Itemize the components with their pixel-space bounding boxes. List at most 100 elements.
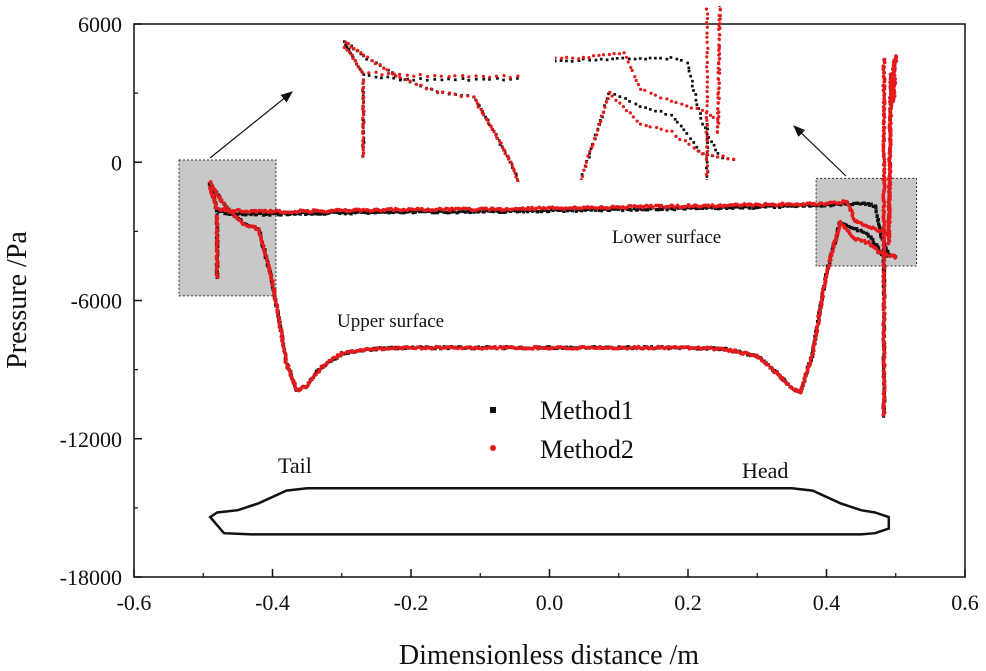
data-point — [261, 243, 266, 248]
data-point — [537, 233, 540, 236]
data-point — [439, 358, 442, 361]
data-point — [727, 205, 731, 210]
data-point — [275, 311, 280, 315]
data-point — [764, 205, 768, 209]
data-point — [489, 124, 493, 128]
data-point — [496, 61, 499, 64]
data-point — [881, 322, 886, 327]
data-point — [606, 78, 609, 81]
data-point — [881, 277, 886, 281]
data-point — [960, 75, 963, 78]
data-point — [361, 87, 365, 91]
data-point — [538, 237, 541, 240]
data-point — [307, 66, 310, 69]
data-point — [325, 64, 328, 67]
data-point — [42, 331, 45, 334]
data-point — [881, 128, 886, 133]
data-point — [705, 132, 709, 136]
data-point — [735, 205, 740, 209]
data-point — [565, 246, 568, 249]
data-point — [238, 211, 242, 215]
data-point — [761, 242, 764, 245]
data-point — [613, 92, 617, 96]
data-point — [881, 358, 886, 363]
data-point — [484, 392, 487, 395]
data-point — [338, 211, 342, 216]
data-point — [404, 341, 407, 344]
data-point — [919, 238, 922, 241]
data-point — [521, 192, 524, 195]
data-point — [564, 249, 567, 252]
data-point — [706, 248, 709, 251]
data-point — [467, 75, 471, 79]
data-point — [629, 208, 633, 212]
data-point — [802, 74, 805, 77]
data-point — [886, 241, 890, 246]
data-point — [694, 73, 697, 76]
data-point — [111, 67, 114, 70]
data-point — [607, 208, 612, 213]
data-point — [650, 259, 653, 262]
data-point — [706, 355, 709, 358]
data-point — [361, 207, 366, 212]
data-point — [865, 72, 868, 75]
data-point — [562, 275, 565, 278]
data-point — [495, 136, 499, 140]
data-point — [755, 243, 758, 246]
data-point — [437, 209, 441, 213]
data-point — [643, 208, 648, 212]
data-point — [352, 47, 356, 51]
data-point — [687, 69, 691, 73]
data-point — [888, 133, 893, 138]
data-point — [277, 321, 282, 326]
data-point — [447, 91, 452, 95]
data-point — [646, 78, 649, 81]
data-point — [638, 57, 642, 60]
data-point — [602, 285, 605, 288]
data-point — [198, 67, 201, 70]
data-point — [966, 73, 969, 76]
data-point — [321, 209, 326, 214]
data-point — [877, 246, 881, 250]
data-point — [706, 449, 709, 452]
data-point — [549, 321, 552, 324]
data-point — [706, 409, 709, 412]
data-point — [585, 78, 588, 81]
data-point — [574, 202, 577, 205]
data-point — [565, 59, 568, 63]
data-point — [893, 255, 898, 260]
data-point — [262, 213, 266, 217]
data-point — [706, 210, 709, 213]
data-point — [370, 63, 373, 66]
data-point — [882, 319, 886, 323]
data-point — [372, 336, 375, 339]
data-point — [886, 249, 890, 254]
data-point — [479, 390, 482, 393]
data-point — [449, 206, 454, 211]
data-point — [748, 206, 752, 210]
data-point — [385, 68, 389, 72]
data-point — [638, 262, 641, 265]
data-point — [499, 141, 503, 145]
data-point — [820, 298, 824, 303]
data-point — [672, 205, 677, 210]
data-point — [869, 236, 873, 240]
data-point — [510, 207, 515, 212]
data-point — [272, 66, 275, 69]
data-point — [868, 203, 872, 207]
data-point — [185, 66, 188, 69]
data-point — [374, 70, 378, 74]
data-point — [858, 76, 861, 79]
data-point — [377, 338, 380, 341]
data-point — [666, 73, 669, 76]
data-point — [846, 203, 851, 208]
data-point — [556, 287, 559, 290]
data-point — [343, 207, 348, 212]
data-point — [611, 75, 614, 78]
data-point — [706, 277, 709, 280]
data-point — [724, 244, 727, 247]
data-point — [564, 254, 567, 257]
data-point — [733, 205, 737, 209]
data-point — [855, 236, 860, 241]
data-point — [344, 332, 347, 335]
